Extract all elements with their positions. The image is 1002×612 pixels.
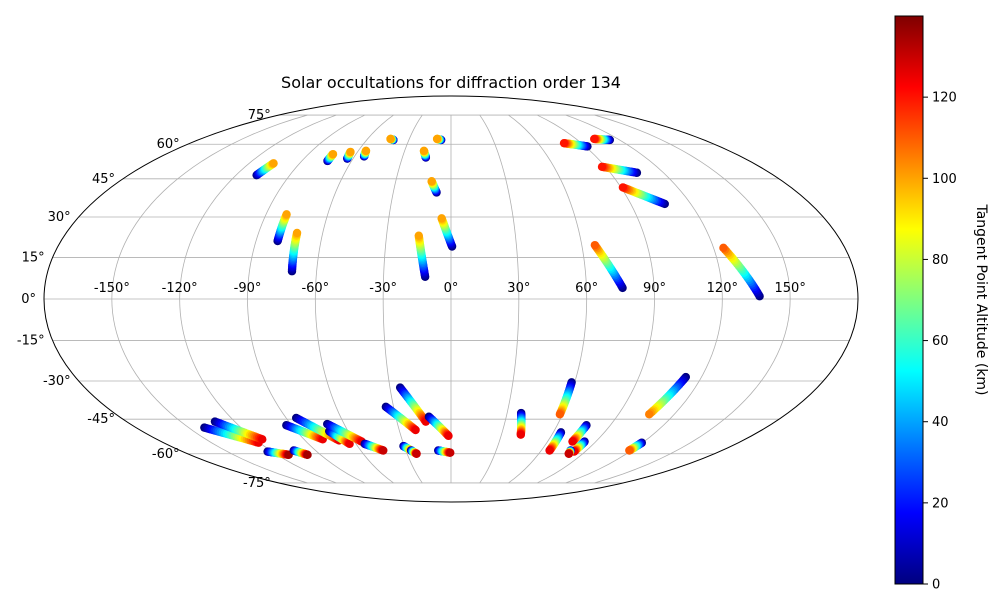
longitude-tick-label: 30° [507,281,530,296]
latitude-tick-label: 0° [21,292,36,307]
colorbar-tick-label: 100 [932,172,957,187]
occultation-point [427,177,436,186]
longitude-tick-label: -150° [94,281,130,296]
occultation-point [412,449,421,458]
occultation-point [411,425,420,435]
occultation-point [386,134,395,144]
longitude-tick-label: -60° [301,281,329,296]
longitude-tick-label: 90° [643,281,666,296]
occultation-point [625,446,634,455]
longitude-tick-label: 150° [775,281,806,296]
occultation-point [568,437,577,446]
longitude-tick-label: 120° [707,281,738,296]
longitude-tick-label: -120° [162,281,198,296]
globe-outline [43,95,859,503]
colorbar-ticks: 0 20 40 60 80 100 120 [923,91,957,593]
colorbar-tick-label: 60 [932,334,949,349]
occultation-point [597,162,607,172]
occultation-point [719,243,728,253]
occultation-point [446,448,455,457]
occultation-point [258,435,267,444]
latitude-tick-label: 60° [157,137,180,152]
colorbar-tick-label: 40 [932,415,949,430]
occultation-point [328,149,338,159]
latitude-tick-labels: -75° -60° -45° -30° -15° 0° 15° 30° 45° 60° 75° [17,108,271,491]
occultation-point [590,134,599,144]
occultation-point [545,446,554,455]
longitude-tick-label: -30° [369,281,397,296]
latitude-tick-label: -30° [43,374,71,389]
occultation-point [432,134,442,144]
occultation-point [645,410,654,419]
colorbar-tick-label: 0 [932,578,940,593]
colorbar [894,15,924,585]
latitude-tick-label: 15° [22,250,45,265]
colorbar-tick-label: 120 [932,91,957,106]
latitude-tick-label: -15° [17,334,45,349]
occultation-point [379,446,388,455]
occultation-points [200,134,764,460]
colorbar-tick-label: 80 [932,253,949,268]
occultation-point [361,146,371,155]
longitude-tick-label: 0° [444,281,459,296]
occultation-point [564,449,573,458]
colorbar-tick-label: 20 [932,496,949,511]
latitude-tick-label: 30° [48,210,71,225]
occultation-point [303,450,312,460]
graticule-grid [44,114,858,484]
latitude-tick-label: -75° [243,476,271,491]
longitude-tick-labels: -150° -120° -90° -60° -30° 0° 30° 60° 90° 120° 150… [94,281,806,296]
occultation-point [419,146,429,155]
latitude-tick-label: 75° [248,108,271,123]
occultation-point [444,431,453,441]
latitude-tick-label: -45° [87,412,115,427]
colorbar-label: Tangent Point Altitude (km) [973,203,989,395]
occultation-point [516,430,525,439]
occultation-point [282,210,291,219]
longitude-tick-label: -90° [234,281,262,296]
occultation-point [346,147,355,157]
occultation-point [559,138,569,148]
occultation-point [437,214,446,223]
occultation-point [555,410,565,419]
occultation-point [345,439,354,449]
occultation-point [269,159,278,168]
occultation-point [618,183,628,192]
longitude-tick-label: 60° [575,281,598,296]
chart-title: Solar occultations for diffraction order… [281,73,621,92]
latitude-tick-label: -60° [152,447,180,462]
occultation-point [414,231,423,240]
occultation-point [590,240,600,250]
latitude-tick-label: 45° [92,172,115,187]
occultation-point [292,228,302,238]
